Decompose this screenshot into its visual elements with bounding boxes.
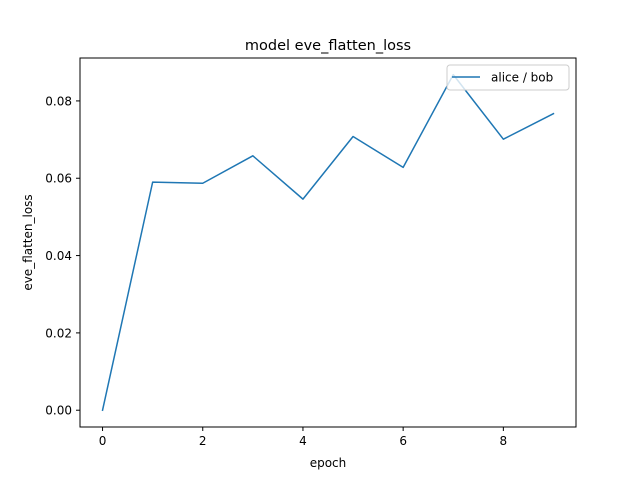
legend-box — [446, 64, 570, 91]
plot-lines — [101, 73, 555, 412]
plot-frame — [79, 57, 577, 428]
x-tick-label: 2 — [199, 434, 207, 448]
y-tick-label: 0.06 — [45, 172, 72, 186]
x-tick-label: 4 — [299, 434, 307, 448]
y-axis-ticks: 0.00 0.02 0.04 0.06 0.08 — [45, 94, 80, 418]
x-tick-label: 0 — [99, 434, 107, 448]
legend-label: alice / bob — [491, 71, 553, 85]
chart-title: model eve_flatten_loss — [245, 38, 411, 54]
x-tick-label: 8 — [500, 434, 508, 448]
x-tick-label: 6 — [399, 434, 407, 448]
y-tick-label: 0.08 — [45, 94, 72, 108]
x-axis-label: epoch — [310, 456, 347, 470]
x-axis-ticks: 0 2 4 6 8 — [99, 427, 507, 448]
y-tick-label: 0.02 — [45, 326, 72, 340]
series-line — [101, 73, 555, 412]
y-tick-label: 0.00 — [45, 404, 72, 418]
legend: alice / bob — [446, 64, 570, 91]
y-tick-label: 0.04 — [45, 249, 72, 263]
y-axis-label: eve_flatten_loss — [21, 194, 35, 290]
